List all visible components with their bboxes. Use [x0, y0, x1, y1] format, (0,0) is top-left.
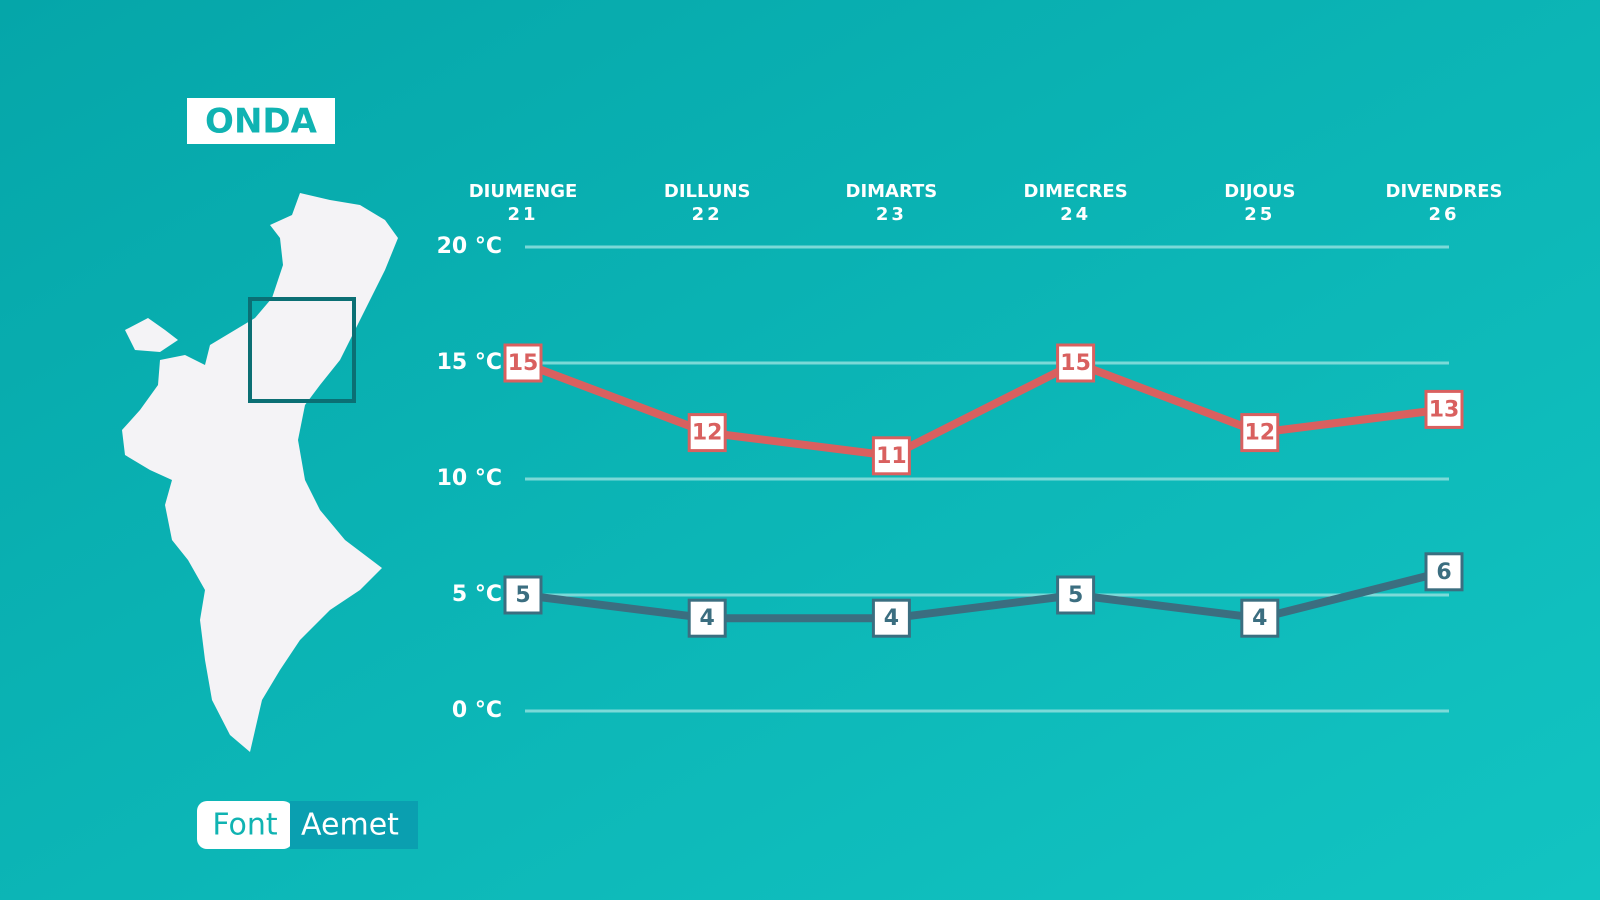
data-label: 12 — [1244, 421, 1275, 446]
data-label: 12 — [692, 421, 723, 446]
data-label: 4 — [1252, 606, 1267, 631]
point-marker — [687, 413, 727, 453]
data-label: 5 — [515, 583, 530, 608]
point-marker — [1240, 598, 1280, 638]
point-marker — [1056, 343, 1096, 383]
point-marker — [1424, 552, 1464, 592]
y-tick-label: 15 °C — [437, 350, 502, 375]
data-label: 13 — [1429, 397, 1460, 422]
data-label: 4 — [884, 606, 899, 631]
location-frame — [248, 297, 356, 403]
source-box — [290, 801, 418, 849]
y-tick-label: 0 °C — [452, 698, 502, 723]
data-label: 6 — [1436, 560, 1451, 585]
x-tick-label: DIMECRES — [1024, 181, 1128, 202]
location-badge — [187, 98, 335, 144]
series-line — [521, 359, 1445, 460]
region-map — [122, 193, 398, 752]
data-label: 5 — [1068, 583, 1083, 608]
data-label: 11 — [876, 444, 907, 469]
x-tick-sublabel: 26 — [1428, 204, 1459, 225]
x-tick-label: DIUMENGE — [469, 181, 578, 202]
data-label: 15 — [508, 351, 539, 376]
series-line — [522, 567, 1445, 623]
x-tick-label: DIJOUS — [1224, 181, 1295, 202]
point-marker — [1424, 389, 1464, 429]
x-tick-sublabel: 25 — [1244, 204, 1275, 225]
x-tick-label: DILLUNS — [664, 181, 751, 202]
point-marker — [503, 343, 543, 383]
point-marker — [1240, 413, 1280, 453]
y-tick-label: 5 °C — [452, 582, 502, 607]
point-marker — [687, 598, 727, 638]
data-label: 4 — [700, 606, 715, 631]
point-marker — [503, 575, 543, 615]
x-tick-sublabel: 24 — [1060, 204, 1091, 225]
x-tick-label: DIVENDRES — [1386, 181, 1503, 202]
source-label: Font — [212, 808, 278, 843]
location-title: ONDA — [205, 102, 318, 142]
x-tick-sublabel: 23 — [876, 204, 907, 225]
x-tick-label: DIMARTS — [846, 181, 938, 202]
y-tick-label: 10 °C — [437, 466, 502, 491]
x-tick-sublabel: 21 — [507, 204, 538, 225]
point-marker — [871, 436, 911, 476]
y-tick-label: 20 °C — [437, 234, 502, 259]
source-label-box — [197, 801, 293, 849]
x-tick-sublabel: 22 — [692, 204, 723, 225]
data-label: 15 — [1060, 351, 1091, 376]
point-marker — [1056, 575, 1096, 615]
point-marker — [871, 598, 911, 638]
source: Aemet — [301, 808, 399, 843]
